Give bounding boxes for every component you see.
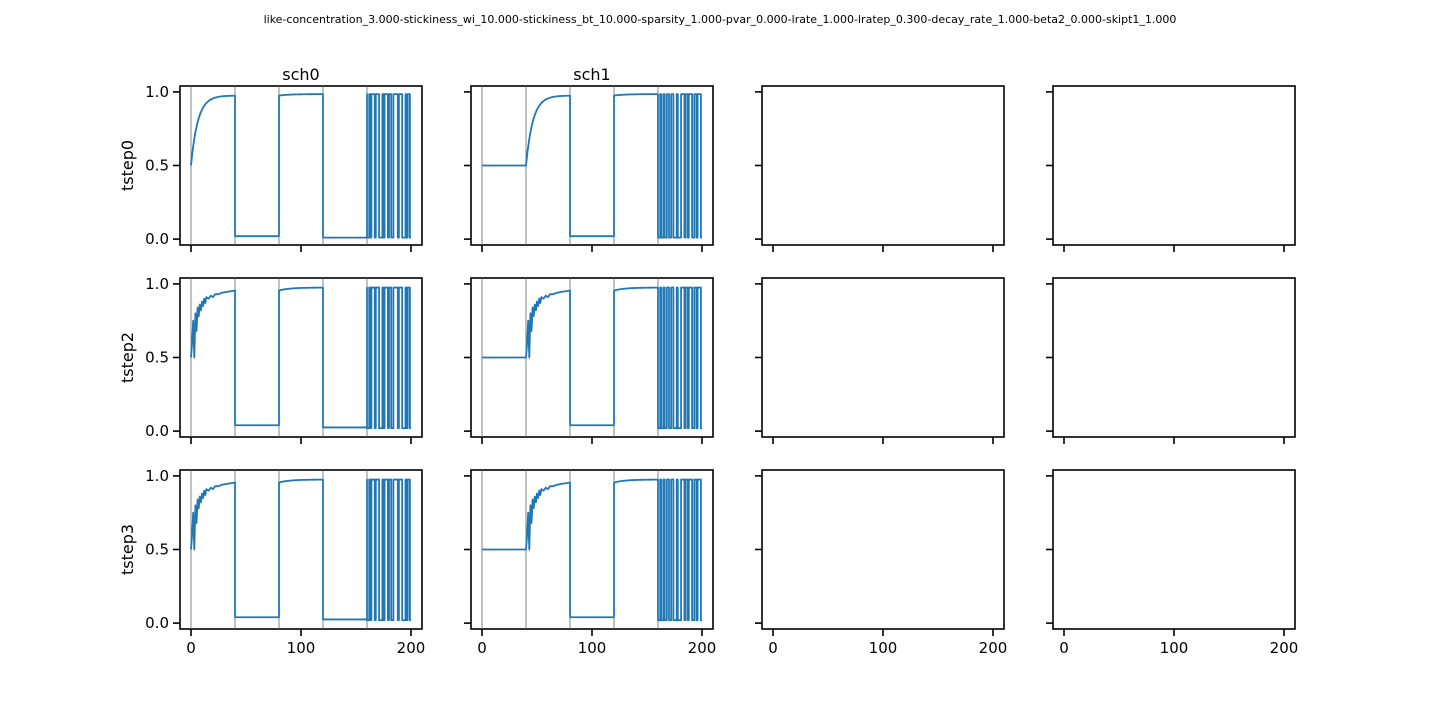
x-tick-label: 100 xyxy=(578,639,607,657)
axes-frame xyxy=(179,469,423,630)
subplot-r1-c2 xyxy=(755,277,1005,444)
series-line xyxy=(482,478,702,622)
subplot-r1-c1 xyxy=(464,277,714,444)
subplot-r0-c0: 0.0 0.5 1.0 sch0 tstep0 xyxy=(118,65,423,252)
x-tick-label: 0 xyxy=(1059,639,1069,657)
y-tick-label: 1.0 xyxy=(145,467,169,485)
axes-frame xyxy=(1052,469,1296,630)
y-tick-label: 0.5 xyxy=(145,157,169,175)
x-tick-label: 200 xyxy=(397,639,426,657)
y-tick-label: 1.0 xyxy=(145,275,169,293)
subplot-r1-c0: 0.0 0.5 1.0 tstep2 xyxy=(118,275,423,444)
axes-frame xyxy=(1052,277,1296,438)
series-line xyxy=(190,286,411,430)
series-line xyxy=(190,478,411,622)
series-line xyxy=(190,93,411,239)
x-tick-label: 100 xyxy=(869,639,898,657)
subplot-title: sch0 xyxy=(282,65,319,84)
subplot-r2-c0: 0 100 200 0.0 0.5 1.0 tstep3 xyxy=(118,467,425,657)
subplot-grid: 0.0 0.5 1.0 sch0 tstep0 sch1 0.0 0.5 1.0 tstep2 0 1… xyxy=(118,65,1298,657)
x-tick-label: 200 xyxy=(979,639,1008,657)
y-tick-label: 0.5 xyxy=(145,541,169,559)
figure-suptitle: like-concentration_3.000-stickiness_wi_1… xyxy=(264,13,1177,26)
x-tick-label: 0 xyxy=(477,639,487,657)
x-tick-label: 100 xyxy=(1160,639,1189,657)
row-ylabel: tstep2 xyxy=(118,332,137,383)
series-line xyxy=(482,93,702,239)
x-tick-label: 0 xyxy=(768,639,778,657)
subplot-r0-c3 xyxy=(1046,85,1296,252)
axes-frame xyxy=(761,277,1005,438)
y-tick-label: 1.0 xyxy=(145,83,169,101)
y-tick-label: 0.0 xyxy=(145,422,169,440)
y-tick-label: 0.0 xyxy=(145,614,169,632)
x-tick-label: 100 xyxy=(287,639,316,657)
row-ylabel: tstep3 xyxy=(118,524,137,575)
axes-frame xyxy=(1052,85,1296,246)
subplot-r1-c3 xyxy=(1046,277,1296,444)
subplot-r0-c2 xyxy=(755,85,1005,252)
axes-frame xyxy=(179,85,423,246)
axes-frame xyxy=(761,85,1005,246)
axes-frame xyxy=(761,469,1005,630)
subplot-r2-c2: 0 100 200 xyxy=(755,469,1008,657)
y-tick-label: 0.0 xyxy=(145,230,169,248)
subplot-title: sch1 xyxy=(573,65,610,84)
series-line xyxy=(482,286,702,430)
row-ylabel: tstep0 xyxy=(118,140,137,191)
x-tick-label: 0 xyxy=(186,639,196,657)
x-tick-label: 200 xyxy=(688,639,717,657)
axes-frame xyxy=(179,277,423,438)
x-tick-label: 200 xyxy=(1270,639,1299,657)
subplot-r2-c1: 0 100 200 xyxy=(464,469,717,657)
subplot-r2-c3: 0 100 200 xyxy=(1046,469,1299,657)
subplot-r0-c1: sch1 xyxy=(464,65,714,252)
y-tick-label: 0.5 xyxy=(145,349,169,367)
